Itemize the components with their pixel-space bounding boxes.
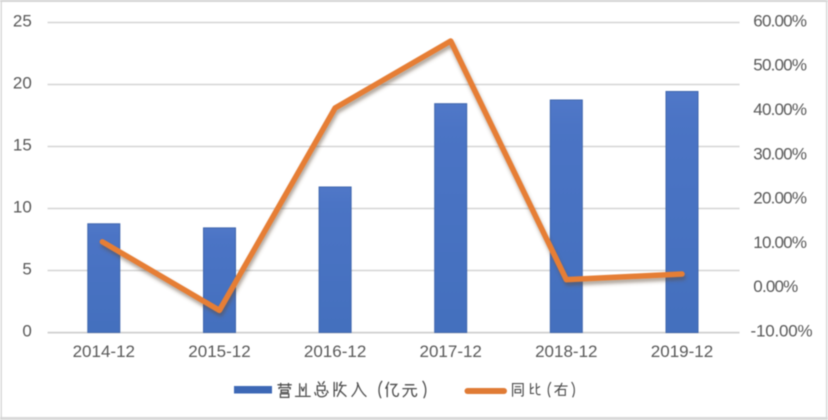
svg-text:50.00%: 50.00% bbox=[753, 56, 807, 75]
svg-text:40.00%: 40.00% bbox=[753, 100, 807, 119]
svg-text:2014-12: 2014-12 bbox=[73, 342, 135, 361]
svg-text:0.00%: 0.00% bbox=[753, 277, 798, 296]
svg-text:10: 10 bbox=[13, 197, 32, 216]
svg-text:60.00%: 60.00% bbox=[753, 11, 807, 30]
svg-text:20.00%: 20.00% bbox=[753, 189, 807, 208]
svg-text:2018-12: 2018-12 bbox=[535, 342, 597, 361]
svg-text:-10.00%: -10.00% bbox=[751, 322, 813, 341]
svg-text:15: 15 bbox=[13, 135, 32, 154]
svg-text:25: 25 bbox=[13, 11, 32, 30]
svg-text:30.00%: 30.00% bbox=[753, 144, 807, 163]
svg-text:2015-12: 2015-12 bbox=[188, 342, 250, 361]
svg-text:2016-12: 2016-12 bbox=[304, 342, 366, 361]
svg-text:2017-12: 2017-12 bbox=[420, 342, 482, 361]
svg-text:0: 0 bbox=[22, 322, 31, 341]
svg-text:10.00%: 10.00% bbox=[753, 233, 807, 252]
svg-text:20: 20 bbox=[13, 73, 32, 92]
svg-text:2019-12: 2019-12 bbox=[651, 342, 713, 361]
svg-text:5: 5 bbox=[22, 259, 31, 278]
